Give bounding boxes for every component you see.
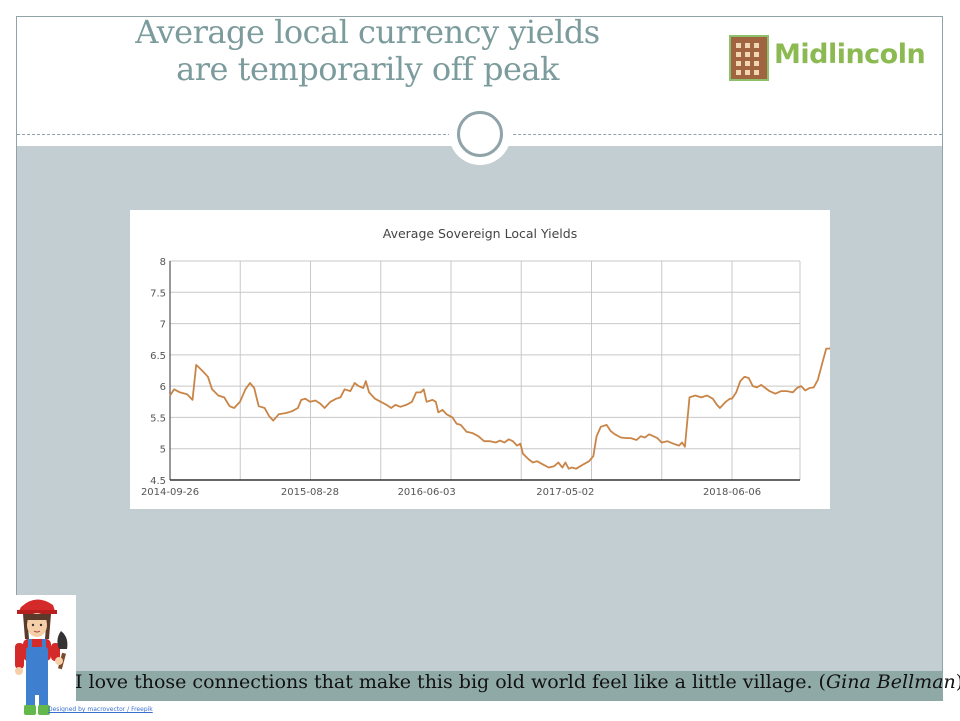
gardener-icon: [15, 599, 68, 715]
x-tick-label: 2014-09-26: [141, 487, 199, 498]
illustration-credit[interactable]: Designed by macrovector / Freepik: [48, 706, 153, 713]
slide-title: Average local currency yields are tempor…: [100, 14, 635, 88]
x-tick-label: 2018-06-06: [703, 487, 761, 498]
chart-grid: [170, 260, 801, 481]
ring-icon: [457, 111, 503, 157]
x-tick-label: 2017-05-02: [536, 487, 594, 498]
company-logo: Midlincoln: [729, 35, 929, 83]
y-tick-label: 5.5: [150, 413, 166, 424]
series-line: [169, 346, 830, 470]
y-tick-label: 7.5: [150, 288, 166, 299]
logo-wordmark: Midlincoln: [774, 39, 926, 70]
y-tick-label: 6.5: [150, 351, 166, 362]
quote: I love those connections that make this …: [75, 671, 960, 693]
gardener-illustration: [11, 595, 76, 717]
x-tick-label: 2015-08-28: [281, 487, 339, 498]
yield-chart: Average Sovereign Local Yields 4.5 5 5.5 6 6…: [141, 226, 830, 498]
y-tick-label: 5: [160, 445, 166, 456]
quote-body: I love those connections that make this …: [75, 671, 813, 693]
title-line-2: are temporarily off peak: [176, 50, 559, 88]
title-line-1: Average local currency yields: [135, 13, 600, 51]
y-tick-label: 4.5: [150, 476, 166, 487]
series-layer: [169, 346, 830, 470]
y-tick-label: 7: [160, 320, 166, 331]
y-tick-label: 6: [160, 382, 166, 393]
chart-panel: Average Sovereign Local Yields 4.5 5 5.5 6 6…: [130, 210, 830, 509]
chart-axes: [169, 261, 800, 481]
quote-author: Gina Bellman: [825, 671, 956, 693]
chart-title: Average Sovereign Local Yields: [383, 226, 577, 241]
tick-labels: 4.5 5 5.5 6 6.5 7 7.5 8 2014-09-26 2015-08-28 2016…: [141, 257, 761, 498]
building-icon: [729, 35, 769, 81]
quote-bar: [72, 671, 943, 701]
y-tick-label: 8: [160, 257, 166, 268]
x-tick-label: 2016-06-03: [398, 487, 456, 498]
